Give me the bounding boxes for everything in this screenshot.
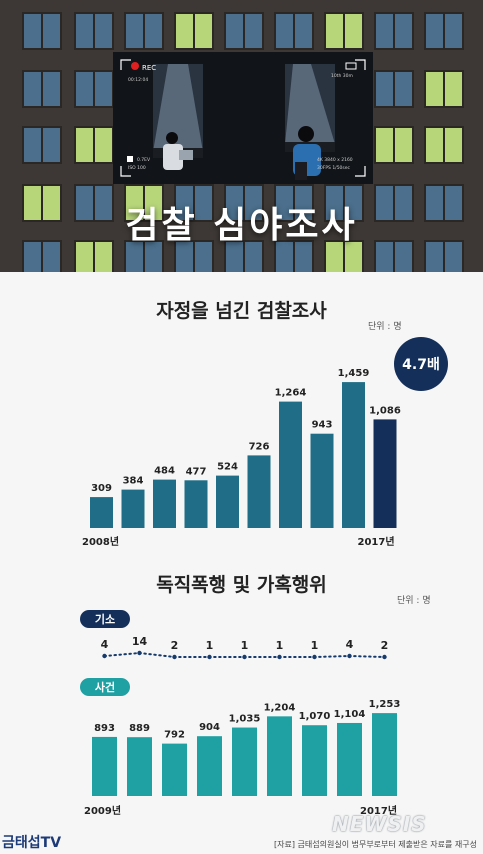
chart2-bar xyxy=(337,722,362,796)
chart2-bar-label: 1,070 xyxy=(299,711,331,722)
chart2-line-label: 1 xyxy=(241,639,249,652)
hero-title: 검찰 심야조사 xyxy=(125,205,358,246)
chart2-line-point xyxy=(207,654,212,660)
chart2-bar xyxy=(232,727,257,796)
chart2-x-end: 2017년 xyxy=(360,804,397,817)
chart2-line-label: 1 xyxy=(276,639,284,652)
chart2-tag2-bg xyxy=(80,678,130,696)
source-note: [자료] 금태섭의원실이 법무부로부터 제출받은 자료를 재구성 xyxy=(274,840,477,849)
record-dot-icon xyxy=(131,62,139,70)
chart2-bar-label: 904 xyxy=(199,722,220,733)
chart1-bar xyxy=(184,480,208,528)
resolution-value: 4K 3840 x 2160 xyxy=(317,157,353,163)
chart2-bar-label: 1,253 xyxy=(369,699,401,710)
chart1-bar xyxy=(90,497,113,528)
chart2-x-start: 2009년 xyxy=(84,804,121,817)
camera-top-right: 10th 30m xyxy=(331,73,353,79)
chart1-bar xyxy=(216,475,239,528)
chart2-tag1-bg xyxy=(80,610,130,628)
chart2-bar-label: 889 xyxy=(129,723,150,734)
chart2-tag2: 사건 xyxy=(95,680,115,694)
chart1-value-label: 1,264 xyxy=(275,388,307,399)
fps-value: 30FPS 1/50sec xyxy=(317,165,351,171)
exposure-value: 0.7EV xyxy=(137,157,151,163)
chart1-bar xyxy=(247,455,271,528)
chart2-line-label: 2 xyxy=(381,639,389,652)
chart2-line-point xyxy=(137,650,142,656)
chart1-bar xyxy=(121,489,145,528)
chart2-line-point xyxy=(242,654,247,660)
chart2-bar xyxy=(92,736,117,796)
chart2-line-label: 1 xyxy=(206,639,214,652)
chart1-value-label: 484 xyxy=(154,466,175,477)
chart1-badge-circle xyxy=(394,337,448,391)
chart1-bars: 309 384 484 477 524 726 1,264 943 1,459 1,086 2008… xyxy=(82,337,448,548)
camera-frame: REC 00:12:04 10th 30m 0.7EV ISO 100 4K 3… xyxy=(113,52,373,184)
chart1-x-end: 2017년 xyxy=(358,535,395,548)
rec-label: REC xyxy=(142,64,156,72)
chart1-value-label: 384 xyxy=(123,476,144,487)
chart1-value-label: 1,459 xyxy=(338,368,370,379)
chart2-bar xyxy=(197,736,222,796)
chart2-title: 독직폭행 및 가혹행위 xyxy=(156,574,327,596)
chart2-bar-label: 1,035 xyxy=(229,714,261,725)
chart2-bar-label: 1,104 xyxy=(334,709,366,720)
chart1-bar xyxy=(310,433,334,528)
chart1-bar xyxy=(279,401,302,528)
chart1-value-label: 1,086 xyxy=(369,405,401,416)
chart2-line-label: 4 xyxy=(346,638,354,651)
timecode: 00:12:04 xyxy=(128,77,148,83)
iso-value: ISO 100 xyxy=(128,165,146,171)
chart1-bar xyxy=(153,479,176,528)
chart1-value-label: 524 xyxy=(217,462,238,473)
chart2-unit: 단위 : 명 xyxy=(397,596,431,606)
chart2-bar-label: 1,204 xyxy=(264,702,296,713)
chart2-line-label: 2 xyxy=(171,639,179,652)
chart2-bar xyxy=(372,713,397,796)
chart2-tag1: 기소 xyxy=(95,612,115,626)
chart2-bar-label: 893 xyxy=(94,723,115,734)
chart1-value-label: 309 xyxy=(91,483,112,494)
chart2-line-point xyxy=(312,654,317,660)
camera-scene: REC 00:12:04 10th 30m 0.7EV ISO 100 4K 3… xyxy=(120,59,366,180)
chart1-title: 자정을 넘긴 검찰조사 xyxy=(156,300,327,322)
watermark: NEWSIS xyxy=(332,812,427,836)
chart1-badge: 4.7배 xyxy=(402,357,440,373)
hero-banner: REC 00:12:04 10th 30m 0.7EV ISO 100 4K 3… xyxy=(0,0,483,272)
chart2-line-point xyxy=(172,654,177,660)
chart2-bar xyxy=(267,716,292,796)
chart2-line-point xyxy=(382,654,387,660)
chart2-bar-label: 792 xyxy=(164,730,185,741)
chart1-bar xyxy=(373,419,397,528)
chart2-line-point xyxy=(102,653,107,659)
chart2-bar xyxy=(127,737,152,796)
chart2-line-point xyxy=(347,653,352,659)
chart1-x-start: 2008년 xyxy=(82,535,119,548)
chart1-unit: 단위 : 명 xyxy=(368,322,402,332)
battery-icon xyxy=(345,62,357,70)
chart2-bar xyxy=(302,725,327,796)
exposure-icon xyxy=(127,156,133,162)
chart1-value-label: 943 xyxy=(312,420,333,431)
chart2-line-label: 4 xyxy=(101,638,109,651)
chart2-bar xyxy=(162,743,187,796)
chart2-line-label: 14 xyxy=(132,635,148,648)
chart2-line-point xyxy=(277,654,282,660)
brand-logo: 금태섭TV xyxy=(2,835,62,851)
chart1-value-label: 477 xyxy=(186,466,207,477)
chart1-bar xyxy=(342,382,365,528)
chart2-line-label: 1 xyxy=(311,639,319,652)
chart1-value-label: 726 xyxy=(249,441,270,452)
